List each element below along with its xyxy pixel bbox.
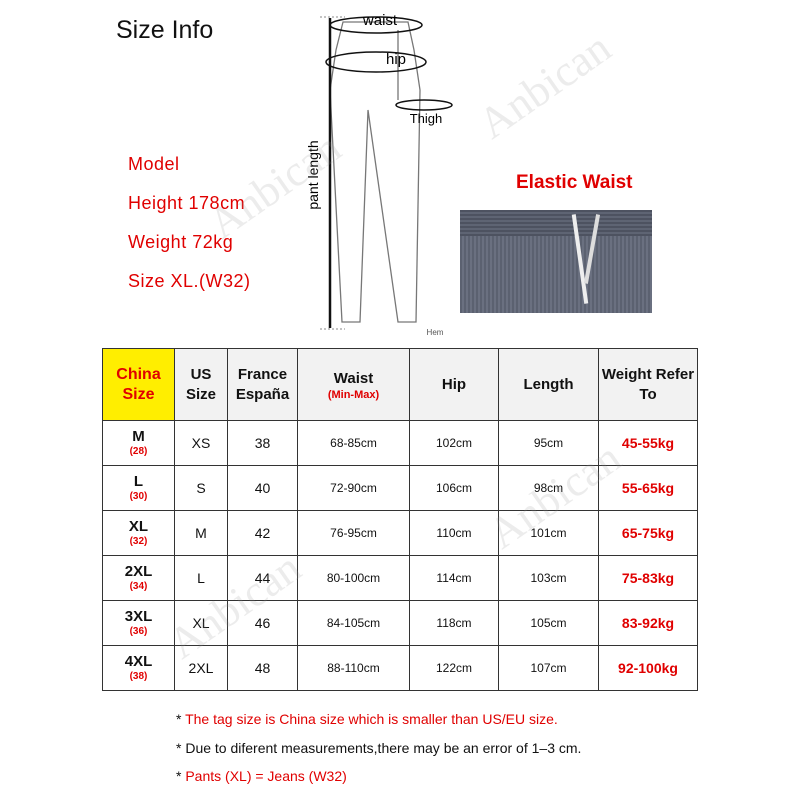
table-row: 2XL (34) L 44 80-100cm 114cm 103cm 75-83k…: [102, 555, 698, 601]
waist-label: waist: [362, 12, 398, 29]
cell-china-size: L (30): [102, 465, 175, 511]
note-pants-jeans: * Pants (XL) = Jeans (W32): [176, 768, 347, 784]
table-row: L (30) S 40 72-90cm 106cm 98cm 55-65kg: [102, 465, 698, 511]
cell-us-size: L: [174, 555, 228, 601]
cell-france-size: 40: [227, 465, 298, 511]
header-france-espana: France España: [227, 348, 298, 421]
pant-length-label: pant length: [305, 140, 321, 209]
cell-waist: 84-105cm: [297, 600, 410, 646]
pants-diagram: waist hip Thigh pant length Hem: [305, 12, 453, 337]
cell-hip: 102cm: [409, 420, 499, 466]
cell-hip: 110cm: [409, 510, 499, 556]
cell-length: 107cm: [498, 645, 599, 691]
watermark: Anbican: [469, 22, 620, 149]
note-tag-size: * The tag size is China size which is sm…: [176, 711, 558, 727]
elastic-waist-photo: [460, 210, 652, 313]
model-size: Size XL.(W32): [128, 271, 251, 291]
thigh-label: Thigh: [410, 111, 443, 126]
cell-hip: 106cm: [409, 465, 499, 511]
cell-us-size: XL: [174, 600, 228, 646]
model-label: Model: [128, 154, 180, 174]
header-china-size: China Size: [102, 348, 175, 421]
cell-china-size: 3XL (36): [102, 600, 175, 646]
cell-weight: 55-65kg: [598, 465, 698, 511]
cell-france-size: 42: [227, 510, 298, 556]
cell-france-size: 46: [227, 600, 298, 646]
table-row: XL (32) M 42 76-95cm 110cm 101cm 65-75kg: [102, 510, 698, 556]
cell-waist: 80-100cm: [297, 555, 410, 601]
cell-france-size: 44: [227, 555, 298, 601]
cell-us-size: 2XL: [174, 645, 228, 691]
cell-hip: 122cm: [409, 645, 499, 691]
cell-weight: 65-75kg: [598, 510, 698, 556]
cell-length: 105cm: [498, 600, 599, 646]
header-length: Length: [498, 348, 599, 421]
table-row: 4XL (38) 2XL 48 88-110cm 122cm 107cm 92-1…: [102, 645, 698, 691]
header-waist: Waist (Min-Max): [297, 348, 410, 421]
model-weight: Weight 72kg: [128, 232, 234, 252]
cell-weight: 75-83kg: [598, 555, 698, 601]
cell-length: 101cm: [498, 510, 599, 556]
cell-us-size: XS: [174, 420, 228, 466]
cell-china-size: 4XL (38): [102, 645, 175, 691]
cell-hip: 118cm: [409, 600, 499, 646]
cell-china-size: M (28): [102, 420, 175, 466]
cell-china-size: XL (32): [102, 510, 175, 556]
cell-hip: 114cm: [409, 555, 499, 601]
cell-waist: 88-110cm: [297, 645, 410, 691]
cell-waist: 72-90cm: [297, 465, 410, 511]
cell-waist: 76-95cm: [297, 510, 410, 556]
cell-france-size: 38: [227, 420, 298, 466]
cell-waist: 68-85cm: [297, 420, 410, 466]
model-height: Height 178cm: [128, 193, 246, 213]
header-us-size: US Size: [174, 348, 228, 421]
size-table: China Size US Size France España Waist (M…: [102, 348, 698, 691]
cell-china-size: 2XL (34): [102, 555, 175, 601]
title: Size Info: [116, 16, 214, 44]
table-row: 3XL (36) XL 46 84-105cm 118cm 105cm 83-92…: [102, 600, 698, 646]
cell-weight: 45-55kg: [598, 420, 698, 466]
cell-france-size: 48: [227, 645, 298, 691]
elastic-waist-label: Elastic Waist: [516, 172, 633, 193]
note-measurement-error: * Due to diferent measurements,there may…: [176, 740, 582, 756]
table-row: M (28) XS 38 68-85cm 102cm 95cm 45-55kg: [102, 420, 698, 466]
cell-length: 95cm: [498, 420, 599, 466]
waist-header-sub: (Min-Max): [327, 388, 380, 401]
hip-label: hip: [386, 51, 406, 68]
header-weight: Weight Refer To: [598, 348, 698, 421]
header-hip: Hip: [409, 348, 499, 421]
waist-header-label: Waist: [333, 369, 374, 387]
hem-label: Hem: [427, 328, 444, 337]
cell-us-size: M: [174, 510, 228, 556]
cell-weight: 92-100kg: [598, 645, 698, 691]
cell-us-size: S: [174, 465, 228, 511]
cell-weight: 83-92kg: [598, 600, 698, 646]
cell-length: 98cm: [498, 465, 599, 511]
cell-length: 103cm: [498, 555, 599, 601]
